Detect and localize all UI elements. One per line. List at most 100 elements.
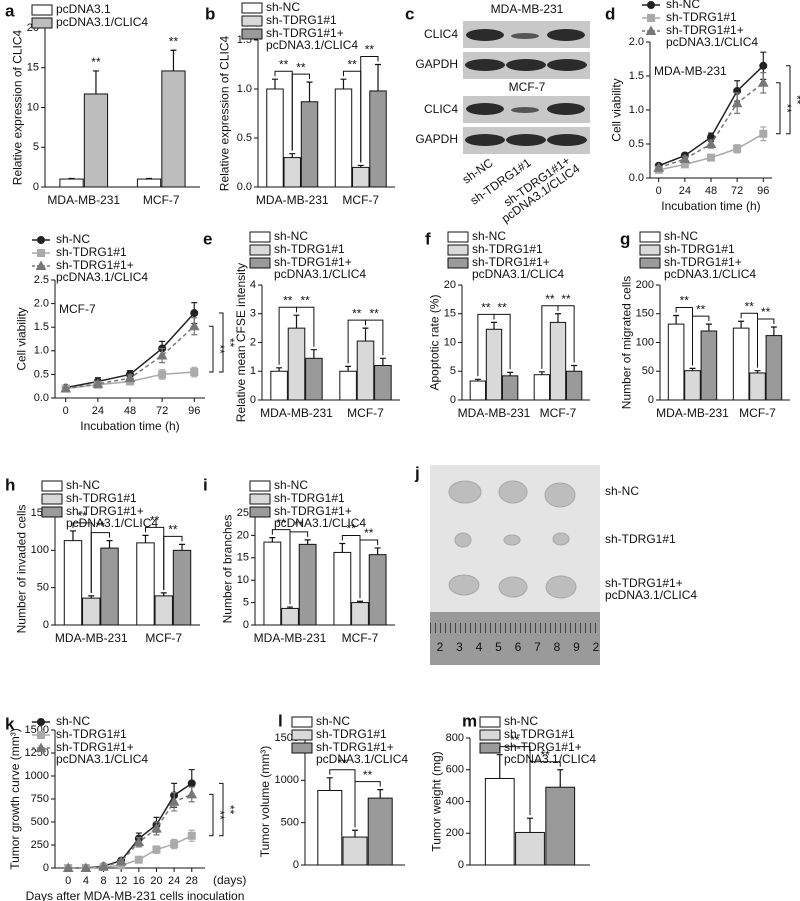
y-tick-label: 1.0 xyxy=(34,345,49,357)
legend-marker xyxy=(37,718,45,726)
x-tick-label: 0 xyxy=(63,405,69,417)
panel-letter: i xyxy=(203,475,208,494)
y-tick-label: 15 xyxy=(237,552,249,564)
x-tick-label: MCF-7 xyxy=(739,406,776,420)
text-line: pcDNA3.1/CLIC4 xyxy=(274,516,366,530)
y-tick-label: 25 xyxy=(237,507,249,519)
point xyxy=(707,153,715,162)
point xyxy=(156,350,168,360)
text-line: pcDNA3.1/CLIC4 xyxy=(274,267,366,281)
bracket xyxy=(359,539,379,599)
x-unit: (days) xyxy=(213,873,246,887)
x-tick-label: MDA-MB-231 xyxy=(656,406,729,420)
bracket xyxy=(209,793,214,837)
significance: ** xyxy=(363,768,373,782)
x-tick-label: 48 xyxy=(705,185,717,197)
y-tick-label: 500 xyxy=(31,816,49,828)
y-tick-label: 50 xyxy=(642,365,654,377)
x-tick-label: 72 xyxy=(731,185,743,197)
x-tick-label: 8 xyxy=(100,875,106,887)
significance: ** xyxy=(696,302,706,316)
x-axis-label: Incubation time (h) xyxy=(80,419,179,433)
text-line: pcDNA3.1/CLIC4 xyxy=(66,516,158,530)
significance: ** xyxy=(223,338,237,348)
tumor xyxy=(498,576,528,598)
legend-label: sh-TDRG1#1+ pcDNA3.1/CLIC4 xyxy=(56,740,148,766)
line xyxy=(68,793,193,869)
y-tick-label: 250 xyxy=(31,839,49,851)
tumor xyxy=(552,532,570,546)
bracket xyxy=(291,73,311,151)
bar xyxy=(374,365,392,401)
significance: ** xyxy=(347,57,357,71)
y-tick-label: 0.0 xyxy=(237,181,252,193)
significance: ** xyxy=(213,810,227,820)
legend-swatch xyxy=(249,231,271,243)
bar xyxy=(533,374,551,401)
text-line: sh-TDRG1#1+ xyxy=(274,504,355,518)
error-bar xyxy=(738,320,745,329)
y-tick-label: 200 xyxy=(636,279,654,291)
y-tick-label: 1.0 xyxy=(237,83,252,95)
bar xyxy=(469,380,487,401)
y-tick-label: 2.0 xyxy=(34,298,49,310)
y-tick-label: 800 xyxy=(446,732,464,744)
legend-label: sh-TDRG1#1+ pcDNA3.1/CLIC4 xyxy=(316,740,408,766)
point xyxy=(705,138,717,148)
tumor xyxy=(544,482,576,508)
error-bar xyxy=(92,70,99,94)
protein-label: GAPDH xyxy=(415,57,458,71)
significance: ** xyxy=(352,306,362,320)
text-line: sh-TDRG1#1+ xyxy=(66,504,147,518)
bar xyxy=(334,88,353,188)
y-tick-label: 3 xyxy=(250,308,256,320)
legend-label: sh-TDRG1#1 xyxy=(274,491,345,505)
ruler-number: 5 xyxy=(495,640,502,654)
significance: ** xyxy=(96,519,106,533)
x-tick-label: 24 xyxy=(679,185,691,197)
x-tick-label: 72 xyxy=(156,405,168,417)
bracket xyxy=(163,535,183,590)
significance: ** xyxy=(761,305,771,319)
y-tick-label: 200 xyxy=(446,827,464,839)
bracket xyxy=(692,315,710,366)
point xyxy=(757,77,769,87)
text-line: sh-TDRG1#1+ xyxy=(664,255,745,269)
legend-swatch xyxy=(241,2,263,14)
x-tick-label: MDA-MB-231 xyxy=(458,406,531,420)
significance: ** xyxy=(365,43,375,57)
point xyxy=(92,378,104,388)
bar xyxy=(300,101,319,188)
band xyxy=(547,59,587,71)
legend-swatch xyxy=(249,480,271,492)
point xyxy=(186,788,198,799)
legend-swatch xyxy=(249,506,271,518)
text-line: pcDNA3.1/CLIC4 xyxy=(504,752,596,766)
tumor xyxy=(448,480,482,504)
protein-label: GAPDH xyxy=(415,132,458,146)
bar xyxy=(172,549,192,626)
significance: ** xyxy=(91,55,101,69)
y-tick-label: 50 xyxy=(37,582,49,594)
x-tick-label: 96 xyxy=(757,185,769,197)
legend-marker xyxy=(37,249,45,257)
error-bar xyxy=(293,314,300,329)
inset-label: MCF-7 xyxy=(59,302,96,316)
legend-label: sh-NC xyxy=(504,714,538,728)
panel-letter: m xyxy=(462,711,477,730)
point xyxy=(151,822,162,833)
group-label: sh-NC xyxy=(605,484,639,498)
y-axis-label: Number of branches xyxy=(221,515,235,624)
legend-swatch xyxy=(447,231,469,243)
protein-label: CLIC4 xyxy=(424,102,458,116)
error-bar xyxy=(375,63,382,91)
x-tick-label: MCF-7 xyxy=(540,406,577,420)
significance: ** xyxy=(168,523,178,537)
significance: ** xyxy=(301,293,311,307)
significance: ** xyxy=(364,526,374,540)
legend-label: sh-NC xyxy=(56,714,90,728)
legend-swatch xyxy=(249,493,271,505)
x-tick-label: 96 xyxy=(188,405,200,417)
